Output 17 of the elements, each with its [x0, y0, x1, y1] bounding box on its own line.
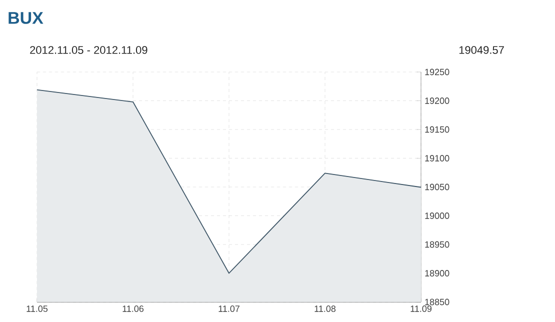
y-tick-label: 18950 — [425, 241, 450, 248]
chart-subtitle: 2012.11.05 - 2012.11.09 — [30, 46, 148, 54]
y-tick-label: 18850 — [425, 298, 450, 306]
x-tick-label: 11.08 — [314, 306, 336, 312]
text: 19049.57 — [459, 46, 504, 54]
y-tick-label: 18900 — [425, 270, 450, 276]
x-tick-label: 11.06 — [122, 306, 144, 312]
y-tick-label: 19250 — [425, 68, 450, 76]
y-tick-label: 19200 — [425, 98, 450, 104]
x-tick-label: 11.07 — [218, 306, 240, 312]
chart-title: BUX — [8, 12, 44, 24]
y-tick-label: 19000 — [425, 212, 450, 219]
x-tick-label: 11.09 — [410, 306, 432, 312]
x-tick-label: 11.05 — [26, 306, 48, 312]
y-tick-label: 19050 — [425, 184, 450, 190]
y-tick-label: 19100 — [425, 155, 450, 162]
y-tick-label: 19150 — [425, 126, 450, 133]
